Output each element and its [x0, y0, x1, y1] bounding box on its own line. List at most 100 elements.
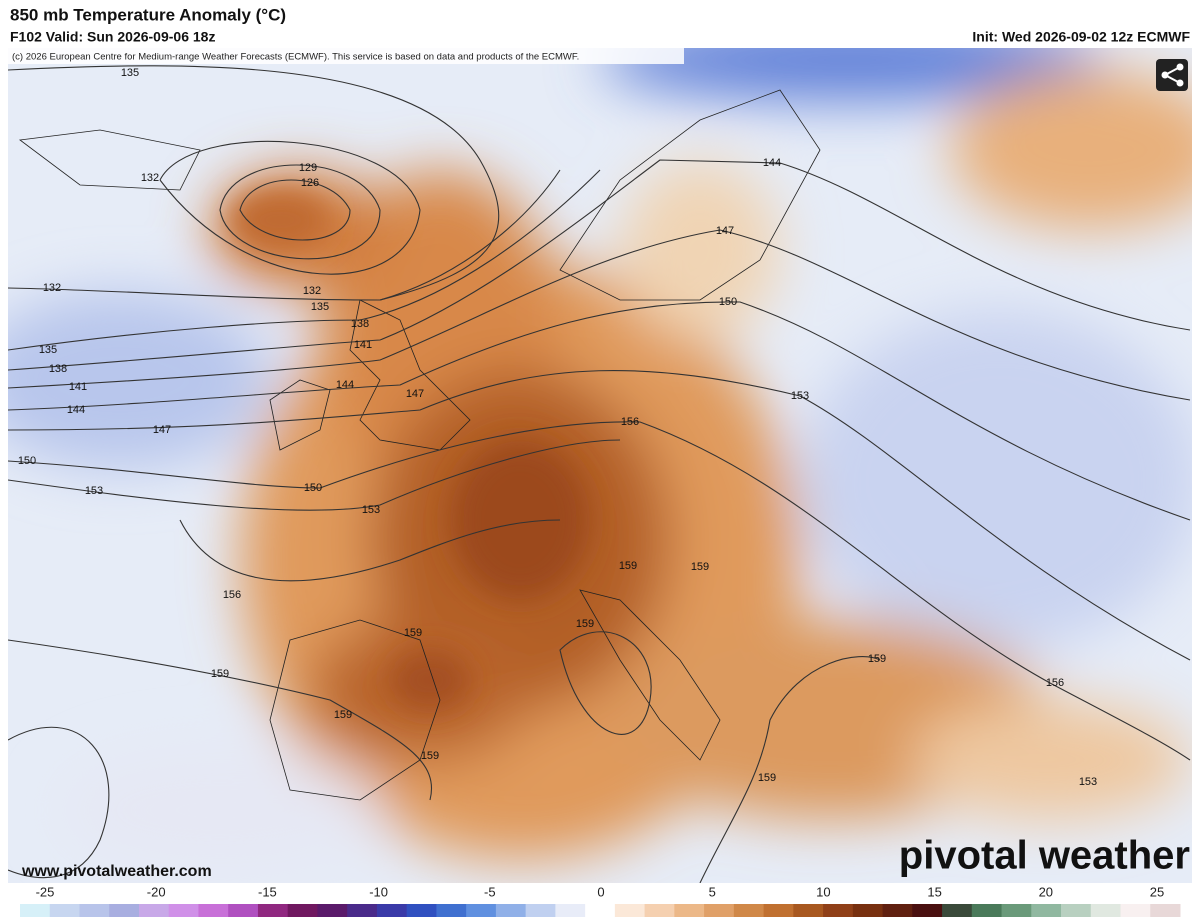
colorbar-swatch — [436, 904, 467, 917]
colorbar-swatch — [704, 904, 735, 917]
colorbar-swatch — [406, 904, 437, 917]
colorbar-swatch — [525, 904, 556, 917]
contour-label: 150 — [18, 455, 36, 467]
contour-label: 141 — [354, 339, 372, 351]
colorbar-swatch — [1120, 904, 1151, 917]
contour-label: 132 — [141, 172, 159, 184]
contour-label: 135 — [311, 301, 329, 313]
contour-label: 147 — [153, 424, 171, 436]
colorbar-swatch — [20, 904, 51, 917]
colorbar-swatch — [763, 904, 794, 917]
valid-time: F102 Valid: Sun 2026-09-06 18z — [10, 29, 215, 45]
contour-label: 144 — [336, 379, 354, 391]
contour-label: 147 — [406, 388, 424, 400]
contour-label: 159 — [619, 560, 637, 572]
anomaly-detail — [230, 190, 590, 710]
contour-label: 129 — [299, 162, 317, 174]
contour-label: 144 — [763, 157, 781, 169]
colorbar-swatch — [793, 904, 824, 917]
contour-label: 147 — [716, 225, 734, 237]
colorbar-swatch — [198, 904, 229, 917]
contour-label: 126 — [301, 177, 319, 189]
contour-label: 135 — [121, 67, 139, 79]
website: www.pivotalweather.com — [21, 863, 212, 880]
contour-label: 153 — [85, 485, 103, 497]
contour-label: 150 — [719, 296, 737, 308]
contour-label: 159 — [691, 561, 709, 573]
colorbar-tick-label: 20 — [1039, 884, 1053, 899]
colorbar-tick-label: -10 — [369, 884, 388, 899]
contour-label: 159 — [421, 750, 439, 762]
colorbar-swatch — [585, 904, 616, 917]
colorbar-swatch — [614, 904, 646, 917]
title: 850 mb Temperature Anomaly (°C) — [10, 5, 286, 24]
colorbar-swatch — [1061, 904, 1092, 917]
credit: (c) 2026 European Centre for Medium-rang… — [12, 52, 579, 63]
contour-label: 153 — [1079, 776, 1097, 788]
colorbar-tick-label: 25 — [1150, 884, 1164, 899]
contour-label: 159 — [404, 627, 422, 639]
colorbar-swatch — [1090, 904, 1122, 917]
colorbar-tick-label: 10 — [816, 884, 830, 899]
colorbar-tick-label: 15 — [927, 884, 941, 899]
colorbar-tick-label: -20 — [147, 884, 166, 899]
contour-label: 150 — [304, 482, 322, 494]
contour-label: 135 — [39, 344, 57, 356]
colorbar-swatch — [317, 904, 348, 917]
contour-label: 159 — [211, 668, 229, 680]
colorbar-tick-label: -5 — [484, 884, 496, 899]
colorbar-swatch — [733, 904, 765, 917]
colorbar-swatch — [138, 904, 170, 917]
colorbar-swatch — [674, 904, 705, 917]
contour-label: 132 — [43, 282, 61, 294]
colorbar-swatch — [228, 904, 259, 917]
brand: pivotal weather — [899, 834, 1190, 878]
colorbar-swatch — [79, 904, 110, 917]
colorbar-swatch — [852, 904, 884, 917]
credit-background — [8, 48, 684, 64]
colorbar-swatch — [823, 904, 854, 917]
colorbar-swatch — [1031, 904, 1062, 917]
colorbar-tick-label: 0 — [597, 884, 604, 899]
contour-label: 159 — [758, 772, 776, 784]
colorbar: -25 -20 -15 -10 -5 0 5 10 15 20 25 — [20, 884, 1181, 917]
colorbar-tick-label: -25 — [36, 884, 55, 899]
contour-label: 138 — [49, 363, 67, 375]
colorbar-swatch — [257, 904, 289, 917]
colorbar-swatch — [466, 904, 497, 917]
contour-label: 153 — [362, 504, 380, 516]
contour-label: 138 — [351, 318, 369, 330]
contour-label: 156 — [621, 416, 639, 428]
colorbar-swatch — [1001, 904, 1032, 917]
height-contours — [8, 65, 1191, 883]
contour-label: 159 — [868, 653, 886, 665]
colorbar-swatch — [555, 904, 586, 917]
colorbar-swatch — [168, 904, 199, 917]
colorbar-swatch — [109, 904, 140, 917]
colorbar-swatch — [1150, 904, 1181, 917]
colorbar-swatch — [495, 904, 527, 917]
contour-label: 159 — [334, 709, 352, 721]
contour-label: 144 — [67, 404, 85, 416]
contour-label: 153 — [791, 390, 809, 402]
colorbar-tick-label: 5 — [709, 884, 716, 899]
contour-label: 156 — [1046, 677, 1064, 689]
init-time: Init: Wed 2026-09-02 12z ECMWF — [972, 29, 1190, 45]
colorbar-swatch — [942, 904, 973, 917]
colorbar-swatch — [971, 904, 1003, 917]
colorbar-swatch — [287, 904, 318, 917]
contour-label: 141 — [69, 381, 87, 393]
colorbar-swatch — [644, 904, 675, 917]
colorbar-swatch — [882, 904, 913, 917]
contour-label: 156 — [223, 589, 241, 601]
share-button[interactable] — [1156, 59, 1188, 91]
colorbar-tick-label: -15 — [258, 884, 277, 899]
colorbar-swatch — [49, 904, 80, 917]
colorbar-swatch — [912, 904, 943, 917]
colorbar-swatch — [376, 904, 408, 917]
colorbar-swatch — [347, 904, 378, 917]
